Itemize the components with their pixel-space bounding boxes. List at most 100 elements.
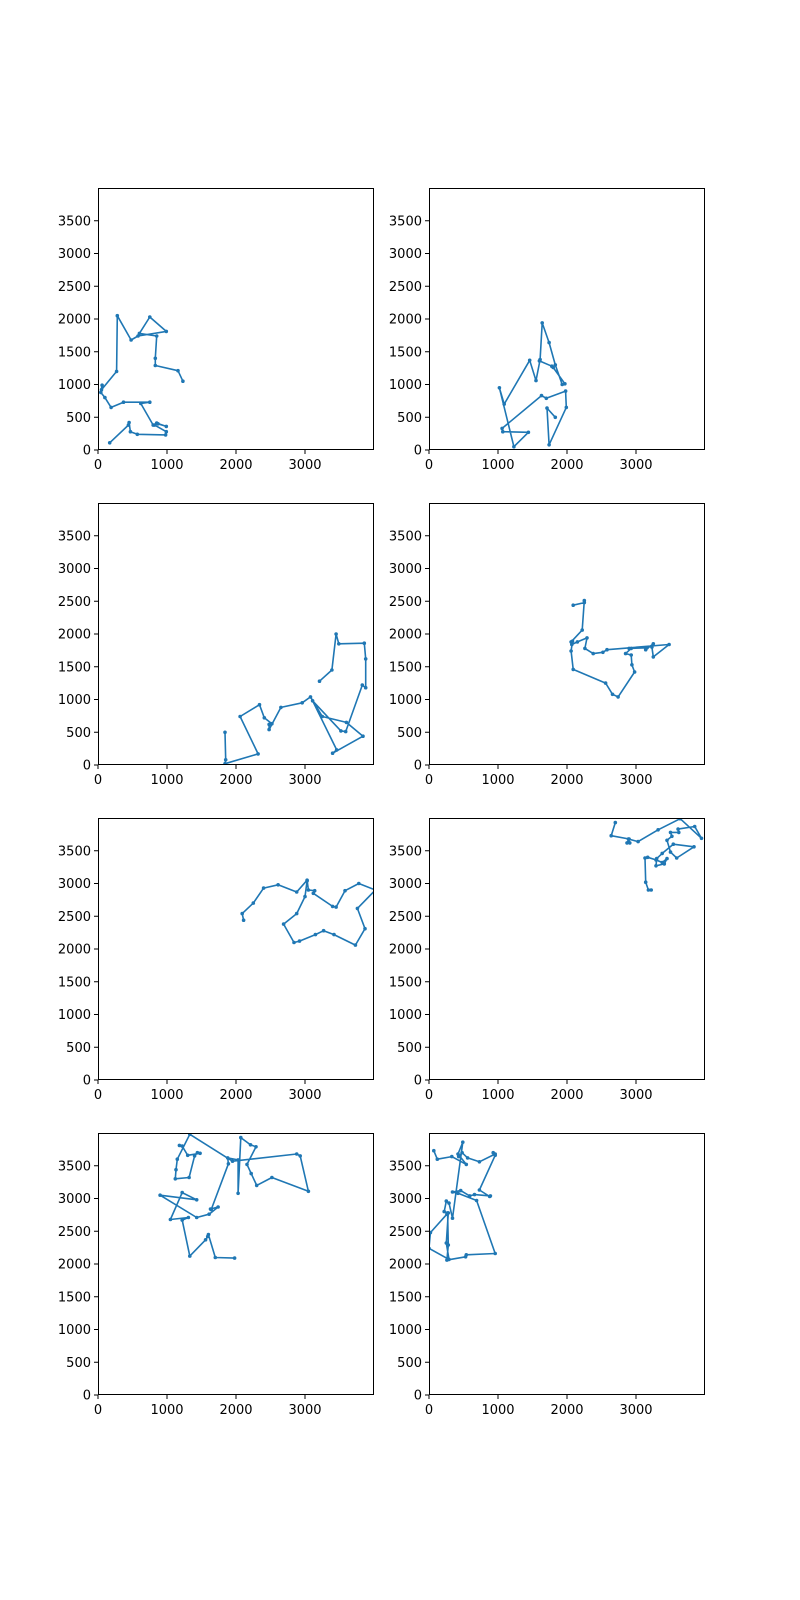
- data-point: [254, 1145, 258, 1149]
- data-point: [173, 1177, 178, 1181]
- x-tick-label: 2000: [219, 1403, 252, 1418]
- y-tick-label: 1500: [389, 345, 422, 360]
- data-point: [527, 358, 532, 363]
- data-point: [330, 904, 335, 909]
- data-point: [643, 880, 648, 884]
- x-tick-label: 1000: [150, 458, 183, 473]
- y-tick-label: 1000: [58, 693, 91, 708]
- subplot-7: 0 1000 2000 3000 0 500 1000 1500 2000 2500 3000 350…: [58, 1133, 374, 1418]
- data-point: [629, 646, 633, 651]
- data-point: [251, 901, 256, 905]
- x-tick-label: 3000: [619, 1088, 652, 1103]
- y-tick-label: 0: [83, 1074, 91, 1089]
- data-point: [216, 1205, 220, 1209]
- data-point: [649, 888, 653, 892]
- data-point: [526, 430, 531, 435]
- x-tick-label: 0: [425, 1088, 433, 1103]
- data-point: [164, 424, 169, 429]
- y-tick-label: 1500: [58, 345, 91, 360]
- data-point: [175, 1157, 180, 1161]
- data-point: [330, 751, 335, 755]
- y-tick-label: 2500: [58, 595, 91, 610]
- subplot-4: 0 1000 2000 3000 0 500 1000 1500 2000 2500 3000 350…: [389, 503, 705, 788]
- y-tick-label: 3500: [389, 844, 422, 859]
- data-point: [232, 1256, 237, 1260]
- data-point: [668, 850, 673, 854]
- data-point: [303, 894, 307, 899]
- data-point: [461, 1140, 465, 1144]
- data-point: [279, 705, 283, 710]
- axes-frame: [429, 1133, 705, 1395]
- data-point: [339, 729, 343, 733]
- data-point: [198, 1151, 202, 1156]
- axes-frame: [98, 188, 374, 450]
- data-point: [464, 1253, 469, 1257]
- x-tick-label: 0: [425, 773, 433, 788]
- data-point: [343, 888, 347, 893]
- y-tick-label: 2000: [389, 313, 422, 328]
- data-point: [320, 714, 325, 719]
- data-point: [245, 1162, 249, 1167]
- data-point: [195, 1150, 200, 1155]
- x-tick-label: 3000: [288, 458, 321, 473]
- subplot-6: 0 1000 2000 3000 0 500 1000 1500 2000 2500 3000 350…: [389, 818, 705, 1103]
- data-point: [115, 313, 120, 318]
- y-tick-label: 1000: [58, 378, 91, 393]
- y-tick-label: 1000: [389, 1323, 422, 1338]
- data-point: [239, 1135, 243, 1140]
- y-tick-label: 3000: [58, 562, 91, 577]
- data-point: [294, 911, 299, 916]
- y-tick-label: 3000: [58, 1192, 91, 1207]
- subplot-2: 0 1000 2000 3000 0 500 1000 1500 2000 2500 3000 350…: [389, 188, 705, 473]
- series-group: [429, 1140, 498, 1262]
- data-point: [267, 727, 271, 732]
- data-point: [651, 642, 656, 646]
- data-point: [467, 1194, 472, 1198]
- y-tick-label: 3500: [58, 1159, 91, 1174]
- data-point: [610, 692, 615, 697]
- data-point: [353, 943, 358, 947]
- data-point: [656, 828, 660, 832]
- data-point: [692, 824, 697, 829]
- y-tick-label: 2500: [389, 595, 422, 610]
- y-tick-label: 1500: [58, 660, 91, 675]
- data-point: [464, 1162, 469, 1167]
- data-point: [281, 922, 286, 926]
- data-point: [630, 663, 634, 667]
- data-point: [267, 722, 271, 727]
- data-point: [203, 1238, 208, 1242]
- y-tick-label: 500: [397, 1356, 422, 1371]
- data-point: [148, 315, 152, 319]
- data-point: [654, 864, 658, 868]
- y-tick-label: 2500: [58, 910, 91, 925]
- data-point: [294, 890, 299, 894]
- data-point: [651, 655, 656, 659]
- data-point: [493, 1152, 498, 1156]
- y-tick-label: 2500: [58, 1225, 91, 1240]
- data-point: [240, 911, 244, 916]
- data-point: [627, 837, 631, 841]
- data-point: [163, 433, 168, 437]
- data-point: [465, 1156, 470, 1160]
- data-point: [334, 905, 338, 909]
- data-point: [512, 444, 516, 449]
- data-point: [156, 422, 160, 426]
- x-tick-label: 2000: [550, 1088, 583, 1103]
- data-point: [667, 642, 671, 647]
- series-line: [100, 314, 184, 444]
- data-point: [127, 420, 131, 425]
- data-point: [207, 1212, 211, 1216]
- data-point: [472, 1192, 477, 1197]
- data-point: [456, 1154, 461, 1159]
- series-group: [240, 878, 374, 947]
- y-tick-label: 1000: [389, 378, 422, 393]
- y-tick-label: 3500: [58, 214, 91, 229]
- data-point: [241, 918, 246, 922]
- data-point: [450, 1190, 455, 1194]
- data-point: [571, 667, 575, 672]
- data-point: [646, 888, 651, 892]
- y-tick-label: 3000: [389, 247, 422, 262]
- y-tick-label: 500: [397, 726, 422, 741]
- data-point: [583, 646, 587, 651]
- x-tick-label: 3000: [619, 773, 652, 788]
